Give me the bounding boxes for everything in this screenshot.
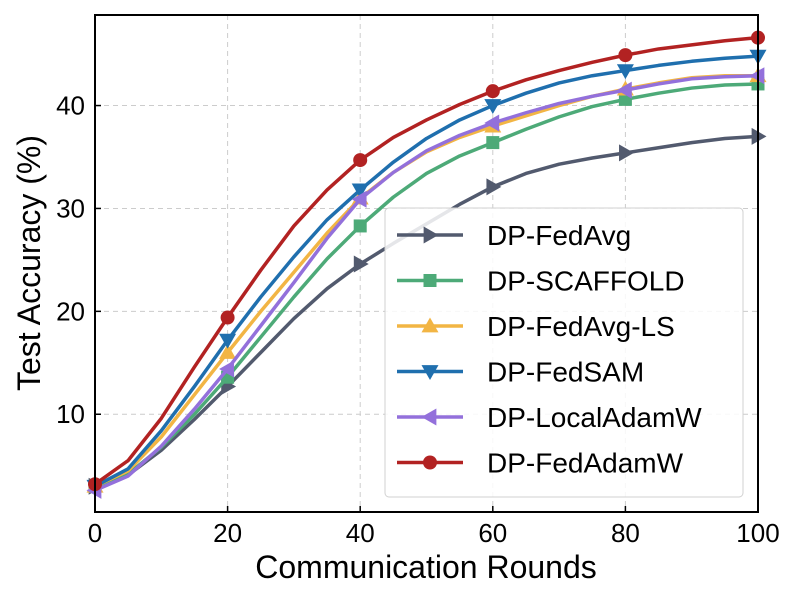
legend-item-dp-fedavg-ls: DP-FedAvg-LS bbox=[397, 311, 675, 342]
data-point-dp-fedsam-2 bbox=[351, 183, 369, 199]
legend-marker-dp-fedadamw bbox=[423, 455, 437, 470]
data-point-dp-fedavg-2 bbox=[353, 255, 369, 273]
legend-label-dp-localadamw: DP-LocalAdamW bbox=[487, 402, 702, 433]
legend-label-dp-fedsam: DP-FedSAM bbox=[487, 357, 644, 388]
data-point-dp-fedavg-ls-1 bbox=[219, 344, 237, 359]
legend-item-dp-scaffold: DP-SCAFFOLD bbox=[397, 266, 685, 297]
legend-marker-dp-localadamw bbox=[421, 408, 437, 426]
data-point-dp-localadamw-2 bbox=[351, 190, 367, 208]
data-point-dp-fedsam-1 bbox=[219, 333, 237, 349]
plot-frame bbox=[94, 14, 759, 513]
data-point-dp-localadamw-1 bbox=[219, 360, 234, 378]
legend-label-dp-fedadamw: DP-FedAdamW bbox=[487, 448, 684, 479]
y-tick-label-0: 10 bbox=[56, 399, 85, 429]
x-tick-label-4: 80 bbox=[611, 518, 640, 548]
legend-item-dp-fedavg: DP-FedAvg bbox=[397, 220, 631, 251]
series-line-dp-scaffold bbox=[93, 82, 760, 489]
legend-marker-dp-fedsam bbox=[421, 365, 439, 380]
data-point-dp-localadamw-5 bbox=[749, 67, 765, 85]
y-tick-label-1: 20 bbox=[56, 296, 85, 326]
legend: DP-FedAvg DP-SCAFFOLD DP-FedAvg-LS DP-FedSA… bbox=[384, 207, 744, 498]
series-line-dp-fedadamw bbox=[93, 35, 760, 486]
series-dp-localadamw bbox=[86, 67, 765, 499]
legend-label-dp-fedavg: DP-FedAvg bbox=[487, 220, 631, 251]
legend-marker-dp-scaffold bbox=[423, 274, 437, 287]
legend-item-dp-fedsam: DP-FedSAM bbox=[397, 357, 644, 388]
series-layer bbox=[86, 30, 767, 499]
x-tick-label-2: 40 bbox=[346, 518, 375, 548]
data-point-dp-fedavg-3 bbox=[486, 178, 502, 196]
data-point-dp-scaffold-3 bbox=[486, 136, 500, 150]
y-tick-label-3: 40 bbox=[56, 91, 85, 121]
axis-ticks: 0 20 40 60 80 100 10 20 30 40 bbox=[56, 91, 780, 548]
data-point-dp-fedavg-4 bbox=[619, 144, 634, 162]
data-point-dp-scaffold-2 bbox=[353, 219, 367, 233]
legend-box bbox=[384, 207, 744, 498]
legend-item-dp-fedadamw: DP-FedAdamW bbox=[397, 448, 684, 479]
series-line-dp-fedsam bbox=[93, 54, 760, 489]
x-tick-label-1: 20 bbox=[213, 518, 242, 548]
y-tick-label-2: 30 bbox=[56, 193, 85, 223]
legend-item-dp-localadamw: DP-LocalAdamW bbox=[397, 402, 702, 433]
data-point-dp-fedsam-3 bbox=[484, 99, 502, 115]
series-line-dp-localadamw bbox=[93, 73, 760, 493]
data-point-dp-fedadamw-4 bbox=[618, 48, 633, 63]
data-point-dp-localadamw-3 bbox=[484, 114, 500, 132]
data-point-dp-fedadamw-3 bbox=[485, 84, 500, 99]
data-point-dp-fedadamw-1 bbox=[220, 310, 235, 325]
data-point-dp-fedadamw-2 bbox=[353, 153, 368, 168]
x-tick-label-3: 60 bbox=[478, 518, 507, 548]
x-tick-label-5: 100 bbox=[736, 518, 779, 548]
data-point-dp-fedsam-4 bbox=[616, 64, 634, 80]
data-point-dp-localadamw-4 bbox=[616, 81, 632, 99]
series-dp-fedadamw bbox=[88, 30, 765, 492]
legend-label-dp-scaffold: DP-SCAFFOLD bbox=[487, 266, 685, 297]
data-point-dp-fedavg-5 bbox=[751, 127, 767, 145]
y-axis-label: Test Accuracy (%) bbox=[11, 135, 47, 391]
legend-marker-dp-fedavg bbox=[423, 226, 439, 244]
legend-label-dp-fedavg-ls: DP-FedAvg-LS bbox=[487, 311, 675, 342]
x-tick-label-0: 0 bbox=[88, 518, 102, 548]
x-axis-label: Communication Rounds bbox=[255, 549, 597, 585]
legend-marker-dp-fedavg-ls bbox=[421, 317, 439, 333]
